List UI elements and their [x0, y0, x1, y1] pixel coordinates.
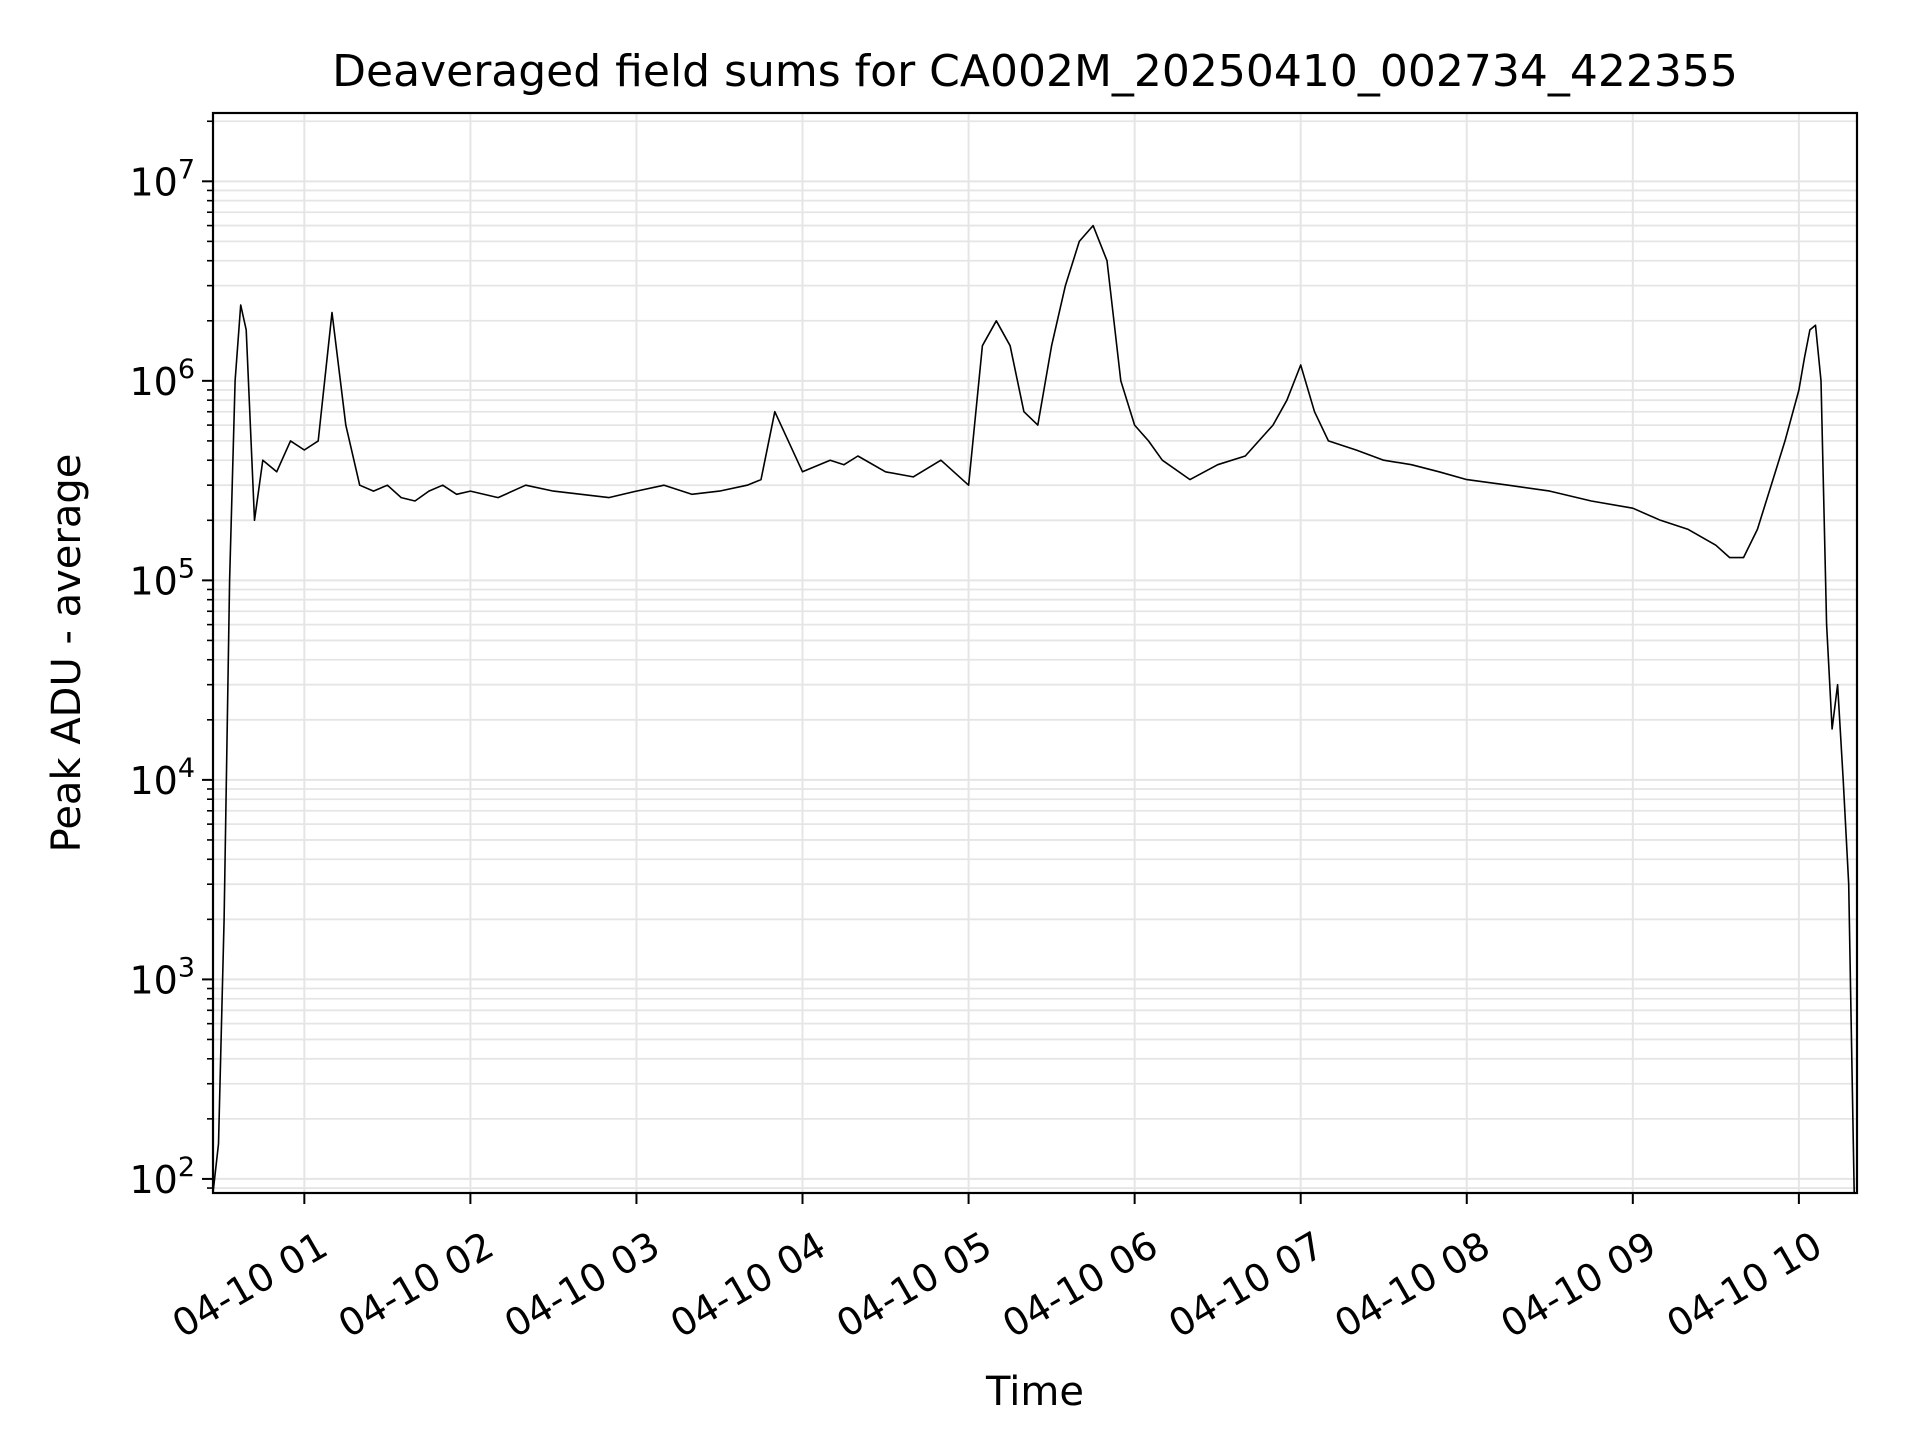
y-tick-label: 104	[129, 753, 195, 803]
y-axis: 102 103 104 105 106 107	[129, 120, 213, 1202]
y-tick-label: 106	[129, 354, 195, 404]
y-tick-label: 107	[129, 154, 195, 204]
chart-title: Deaveraged field sums for CA002M_2025041…	[332, 46, 1738, 97]
plot-frame	[211, 111, 1859, 1195]
series-layer	[212, 224, 1855, 1194]
y-tick-label: 102	[129, 1152, 195, 1202]
series-line	[212, 224, 1855, 1194]
y-tick-label: 103	[129, 952, 195, 1002]
x-axis-label: Time	[985, 1369, 1084, 1415]
grid	[213, 113, 1857, 1193]
y-axis-label: Peak ADU - average	[44, 454, 90, 853]
y-tick-label: 105	[129, 553, 195, 603]
